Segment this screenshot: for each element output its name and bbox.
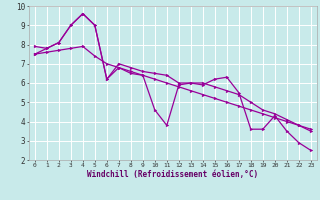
X-axis label: Windchill (Refroidissement éolien,°C): Windchill (Refroidissement éolien,°C) [87,170,258,179]
